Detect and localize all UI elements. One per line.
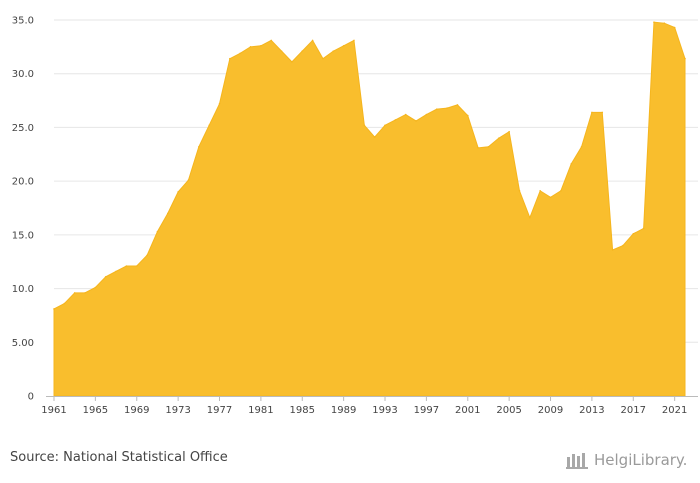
data-point[interactable] <box>487 145 490 148</box>
data-point[interactable] <box>156 230 159 233</box>
x-tick-label: 1989 <box>331 405 356 416</box>
x-tick-label: 2017 <box>621 405 646 416</box>
data-point[interactable] <box>435 108 438 110</box>
data-point[interactable] <box>84 292 86 294</box>
data-point[interactable] <box>280 50 283 52</box>
data-point[interactable] <box>466 114 469 117</box>
data-point[interactable] <box>115 270 117 273</box>
x-tick-label: 2005 <box>496 405 521 416</box>
x-tick-label: 2021 <box>662 405 687 416</box>
y-tick-label: 35.0 <box>12 16 34 27</box>
data-point[interactable] <box>63 302 66 305</box>
data-point[interactable] <box>529 216 531 219</box>
x-tick-label: 1997 <box>414 405 439 416</box>
data-point[interactable] <box>580 145 583 148</box>
data-point[interactable] <box>518 190 521 192</box>
data-point[interactable] <box>373 136 376 138</box>
y-axis: 0 5.00 10.0 15.0 20.0 25.0 30.0 35.0 <box>12 16 34 403</box>
data-point[interactable] <box>684 57 686 60</box>
data-point[interactable] <box>104 275 107 278</box>
data-point[interactable] <box>601 111 604 114</box>
data-point[interactable] <box>570 163 573 165</box>
data-point[interactable] <box>622 244 624 247</box>
y-tick-label: 25.0 <box>12 123 34 134</box>
data-point[interactable] <box>260 44 262 47</box>
data-point[interactable] <box>611 249 614 251</box>
data-point[interactable] <box>642 227 645 230</box>
x-tick-label: 2001 <box>455 405 480 416</box>
data-point[interactable] <box>415 120 417 122</box>
data-point[interactable] <box>270 39 273 42</box>
data-point[interactable] <box>208 124 210 127</box>
data-point[interactable] <box>146 254 148 257</box>
y-tick-label: 30.0 <box>12 69 34 80</box>
data-point[interactable] <box>239 52 241 55</box>
x-axis: 1961 1965 1969 1973 1977 1981 1985 1989 1993 1997… <box>41 396 698 416</box>
x-tick-label: 1961 <box>41 405 66 416</box>
data-point[interactable] <box>301 50 304 52</box>
data-point[interactable] <box>653 21 655 23</box>
x-tick-label: 2009 <box>538 405 563 416</box>
data-point[interactable] <box>135 265 138 267</box>
y-tick-label: 5.00 <box>12 338 34 349</box>
data-point[interactable] <box>446 107 448 109</box>
data-point[interactable] <box>591 111 593 114</box>
data-point[interactable] <box>394 119 397 121</box>
y-tick-label: 0 <box>28 392 34 403</box>
data-point[interactable] <box>249 46 252 48</box>
x-tick-label: 1993 <box>372 405 397 416</box>
area-fill <box>53 21 686 397</box>
data-point[interactable] <box>322 57 324 60</box>
area-series <box>53 21 686 397</box>
x-tick-label: 1973 <box>165 405 190 416</box>
data-point[interactable] <box>177 191 179 193</box>
data-point[interactable] <box>94 286 97 289</box>
x-tick-label: 1969 <box>124 405 149 416</box>
data-point[interactable] <box>53 308 55 310</box>
data-point[interactable] <box>187 179 190 181</box>
data-point[interactable] <box>404 113 407 116</box>
data-point[interactable] <box>477 147 479 149</box>
data-point[interactable] <box>384 124 386 127</box>
data-point[interactable] <box>342 44 345 47</box>
brand-name: HelgiLibrary. <box>594 451 688 469</box>
data-point[interactable] <box>353 39 355 42</box>
y-tick-label: 10.0 <box>12 284 34 295</box>
data-point[interactable] <box>198 145 200 148</box>
brand-logo[interactable]: HelgiLibrary. <box>566 447 687 473</box>
data-point[interactable] <box>508 130 510 133</box>
data-point[interactable] <box>166 212 169 215</box>
data-point[interactable] <box>663 22 666 25</box>
x-tick-label: 2013 <box>579 405 604 416</box>
data-point[interactable] <box>498 137 500 139</box>
data-point[interactable] <box>632 232 635 235</box>
data-point[interactable] <box>218 102 221 105</box>
data-point[interactable] <box>332 50 335 52</box>
data-point[interactable] <box>229 57 231 60</box>
data-point[interactable] <box>73 292 76 294</box>
data-point[interactable] <box>560 190 562 192</box>
data-point[interactable] <box>311 39 314 42</box>
x-tick-label: 1981 <box>248 405 273 416</box>
x-tick-label: 1985 <box>290 405 315 416</box>
data-point[interactable] <box>539 190 541 192</box>
data-point[interactable] <box>125 265 128 267</box>
data-point[interactable] <box>363 124 366 127</box>
y-tick-label: 20.0 <box>12 177 34 188</box>
data-point[interactable] <box>456 104 459 106</box>
data-point[interactable] <box>549 196 552 199</box>
data-point[interactable] <box>425 113 428 116</box>
x-tick-label: 1977 <box>207 405 232 416</box>
library-logo-icon <box>566 453 588 469</box>
data-point[interactable] <box>291 61 293 63</box>
source-note: Source: National Statistical Office <box>10 450 228 465</box>
x-tick-label: 1965 <box>83 405 108 416</box>
data-point[interactable] <box>673 26 676 29</box>
y-tick-label: 15.0 <box>12 230 34 241</box>
